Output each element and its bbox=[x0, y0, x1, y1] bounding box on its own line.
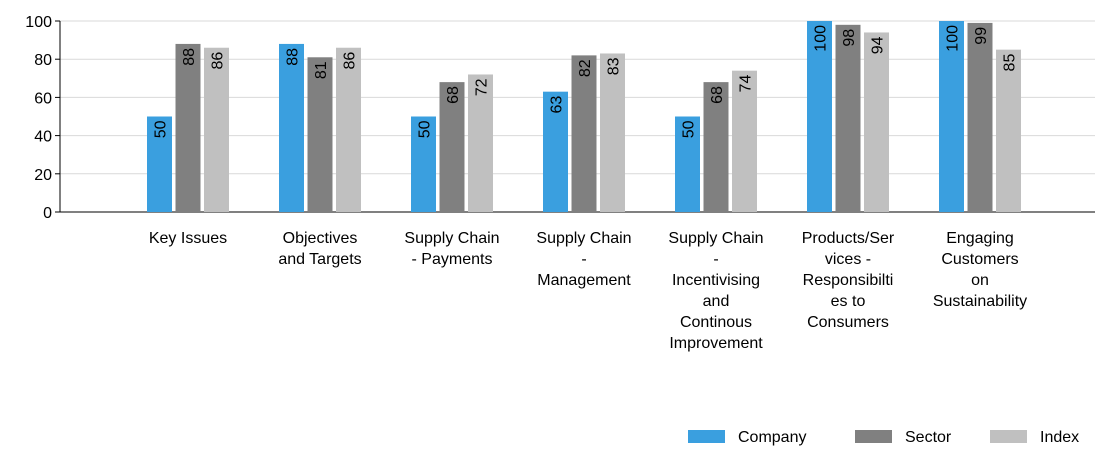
legend-swatch bbox=[990, 430, 1027, 443]
value-label: 86 bbox=[210, 52, 227, 70]
x-tick-label: Engaging Customers on Sustainability bbox=[932, 230, 1028, 310]
bar bbox=[147, 116, 172, 212]
value-label: 99 bbox=[973, 27, 990, 45]
x-tick-label: Supply Chain - Management bbox=[536, 230, 632, 289]
bar bbox=[600, 53, 625, 212]
value-label: 100 bbox=[945, 25, 962, 52]
bar bbox=[732, 70, 757, 212]
value-label: 50 bbox=[417, 120, 434, 138]
bar bbox=[175, 43, 201, 212]
bar bbox=[939, 21, 964, 212]
value-label: 83 bbox=[606, 57, 623, 75]
value-label: 88 bbox=[181, 48, 198, 66]
value-label: 81 bbox=[313, 61, 330, 79]
bar bbox=[307, 57, 333, 212]
legend-label: Company bbox=[738, 429, 806, 446]
value-label: 100 bbox=[813, 25, 830, 52]
value-label: 98 bbox=[841, 29, 858, 47]
bar bbox=[703, 82, 729, 213]
bar bbox=[439, 82, 465, 213]
value-label: 68 bbox=[445, 86, 462, 104]
value-label: 72 bbox=[474, 78, 491, 96]
legend-label: Sector bbox=[905, 429, 952, 446]
y-tick-label: 40 bbox=[34, 129, 52, 146]
legend-swatch bbox=[855, 430, 892, 443]
bar bbox=[864, 32, 889, 213]
bar bbox=[967, 22, 993, 212]
bar bbox=[835, 24, 861, 212]
x-tick-label: Products/Ser vices - Responsibilti es to… bbox=[801, 230, 895, 331]
y-tick-label: 20 bbox=[34, 167, 52, 184]
value-label: 50 bbox=[681, 120, 698, 138]
bar bbox=[204, 47, 229, 212]
bar bbox=[543, 91, 568, 212]
bar bbox=[279, 43, 304, 212]
x-tick-label: Supply Chain - Payments bbox=[404, 230, 500, 268]
x-tick-label: Key Issues bbox=[148, 230, 228, 247]
value-label: 68 bbox=[709, 86, 726, 104]
value-label: 50 bbox=[153, 120, 170, 138]
bar bbox=[336, 47, 361, 212]
x-tick-label: Objectives and Targets bbox=[278, 230, 362, 268]
bar bbox=[468, 74, 493, 212]
y-tick-label: 60 bbox=[34, 90, 52, 107]
legend-swatch bbox=[688, 430, 725, 443]
y-tick-label: 100 bbox=[25, 14, 52, 31]
bar bbox=[411, 116, 436, 212]
bar bbox=[675, 116, 700, 212]
bar bbox=[571, 55, 597, 212]
y-tick-label: 80 bbox=[34, 52, 52, 69]
legend-label: Index bbox=[1040, 429, 1079, 446]
bar bbox=[807, 21, 832, 212]
x-tick-label: Supply Chain - Incentivising and Contino… bbox=[668, 230, 764, 352]
value-label: 63 bbox=[549, 96, 566, 114]
value-label: 74 bbox=[738, 75, 755, 93]
bar bbox=[996, 49, 1021, 213]
value-label: 85 bbox=[1002, 54, 1019, 72]
y-tick-label: 0 bbox=[43, 205, 52, 222]
value-label: 88 bbox=[285, 48, 302, 66]
value-label: 86 bbox=[342, 52, 359, 70]
value-label: 82 bbox=[577, 59, 594, 77]
value-label: 94 bbox=[870, 36, 887, 54]
